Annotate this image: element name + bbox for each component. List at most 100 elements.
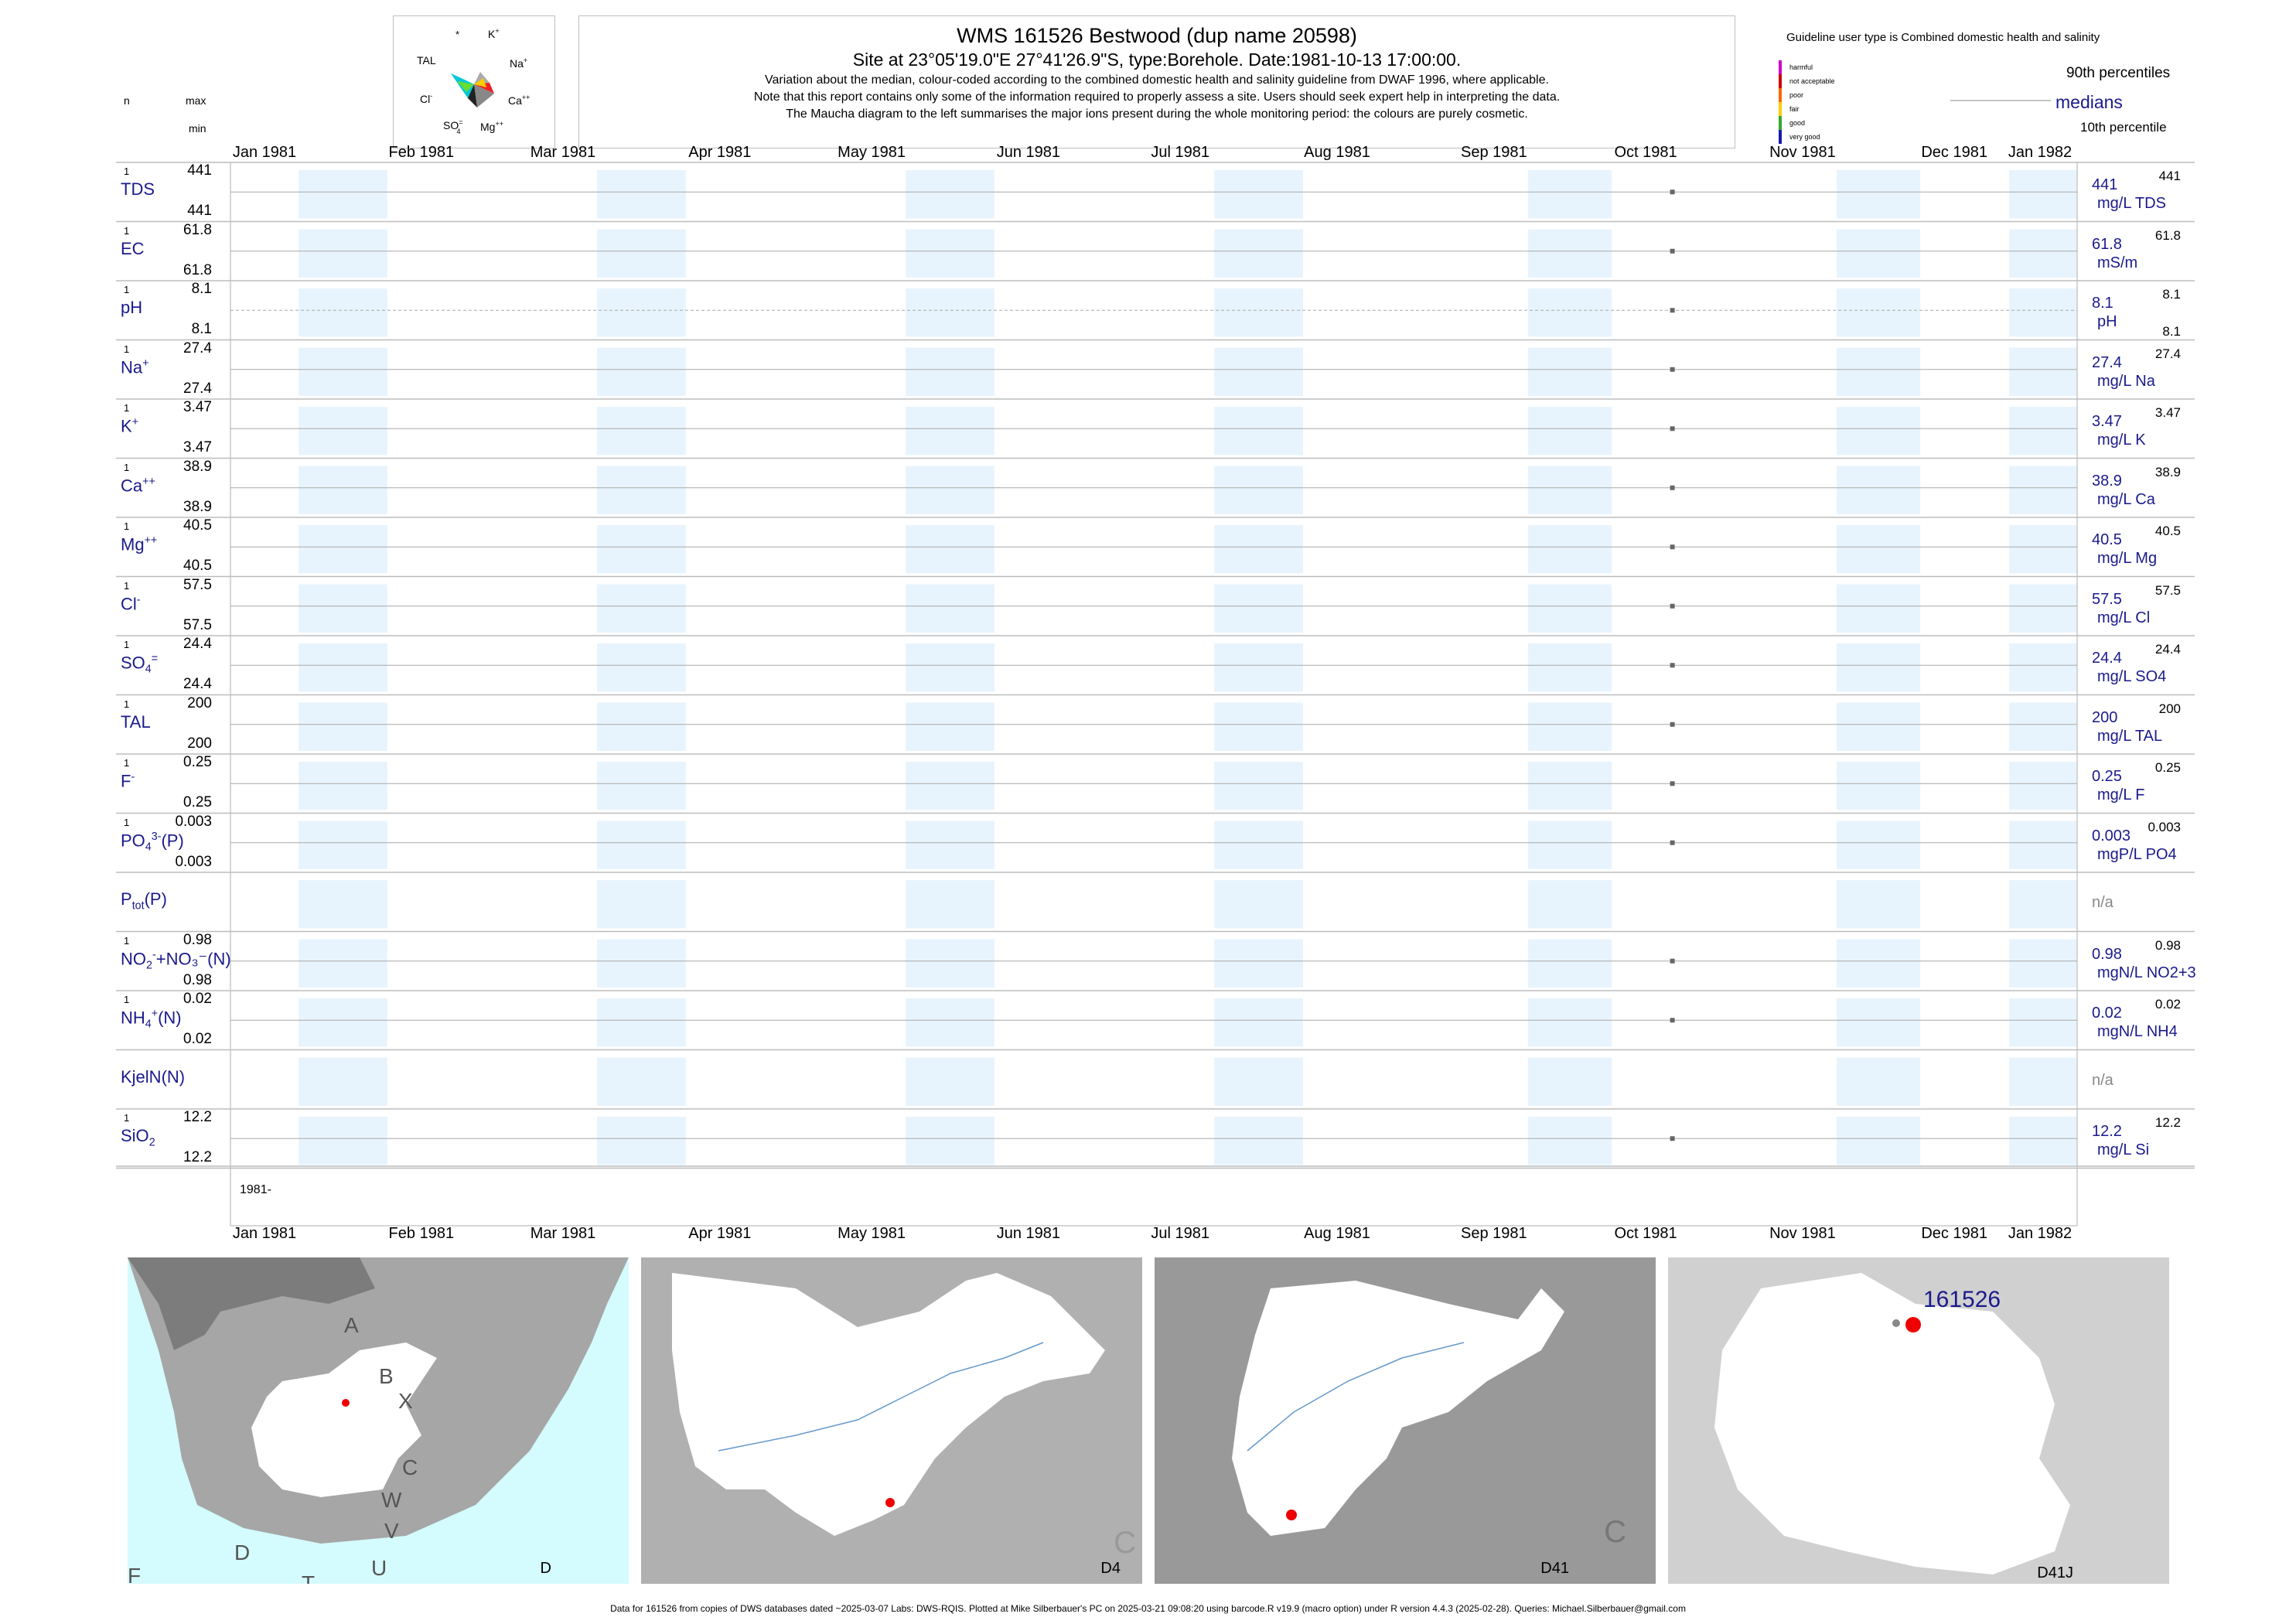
month-band: [2009, 702, 2077, 751]
month-band: [906, 1057, 994, 1106]
legend-10th-percentile: 10th percentile: [2080, 120, 2167, 135]
map-d41j-neighbour-site: [1892, 1319, 1900, 1327]
month-band: [597, 584, 686, 633]
month-band: [1527, 762, 1612, 810]
map-panel-d: ABXCWVUDFETGHJKLNQMPSR D: [128, 1257, 629, 1584]
row-median-kjelnn: n/a: [2092, 1071, 2113, 1089]
month-band: [1836, 702, 1921, 751]
month-band: [1836, 466, 1921, 514]
maucha-label-cl: Cl-: [420, 92, 432, 105]
row-n-nh: 1: [124, 994, 130, 1005]
map-d4-river: [718, 1342, 1044, 1452]
row-n-mg: 1: [124, 520, 130, 532]
maucha-label-mg: Mg++: [480, 120, 503, 133]
maucha-petal-mg: [474, 84, 494, 107]
month-band: [1527, 880, 1612, 929]
month-band: [906, 170, 994, 219]
row-max-cl: 57.5: [183, 576, 212, 593]
map-d-region-t: T: [302, 1571, 316, 1584]
row-p90-ca: 38.9: [2154, 464, 2181, 479]
month-band: [1836, 821, 1921, 869]
x-tick-bottom: Jul 1981: [1151, 1225, 1209, 1242]
x-tick-bottom: Mar 1981: [530, 1225, 596, 1242]
x-tick-bottom: Aug 1981: [1304, 1225, 1370, 1242]
x-tick-top: Jun 1981: [996, 144, 1061, 161]
month-band: [597, 347, 686, 396]
month-band: [299, 347, 387, 396]
legend-poor: poor: [1789, 91, 1804, 99]
timeseries-chart: [116, 162, 2195, 1227]
legend-harmful: harmful: [1789, 63, 1813, 71]
legend-fair: fair: [1789, 105, 1800, 113]
row-unit-cl: mg/L Cl: [2097, 609, 2151, 626]
row-min-nh: 0.02: [183, 1031, 212, 1047]
row-max-po: 0.003: [175, 813, 212, 830]
month-band: [1836, 939, 1921, 988]
month-band: [1527, 702, 1612, 751]
map-d-region-b: B: [379, 1364, 394, 1388]
x-tick-top: Feb 1981: [388, 144, 455, 161]
map-d-region-a: A: [344, 1313, 359, 1337]
map-d-site-marker: [342, 1399, 350, 1407]
month-band: [2009, 170, 2077, 219]
month-band: [2009, 407, 2077, 455]
month-band: [597, 466, 686, 514]
row-unit-po: mgP/L PO4: [2097, 845, 2177, 863]
month-band: [2009, 584, 2077, 633]
row-label-tal: TAL: [121, 711, 151, 732]
legend-90th-percentiles: 90th percentiles: [2066, 65, 2171, 81]
row-max-k: 3.47: [183, 399, 212, 415]
month-band: [1836, 643, 1921, 692]
maucha-petal-so4: [457, 81, 474, 92]
map-d41j-site-label: 161526: [1923, 1287, 2001, 1312]
row-label-na: Na+: [121, 357, 149, 377]
sample-point-k: [1670, 426, 1675, 432]
sample-point-ca: [1670, 485, 1675, 490]
row-min-ph: 8.1: [191, 321, 212, 337]
legend-medians: medians: [2055, 92, 2123, 112]
x-tick-top: Sep 1981: [1460, 144, 1527, 161]
row-max-ca: 38.9: [183, 458, 212, 475]
row-min-no: 0.98: [183, 971, 212, 988]
month-band: [1214, 466, 1304, 514]
legend-swatch-fair: [1779, 102, 1782, 116]
month-band: [906, 762, 994, 810]
x-tick-top: Aug 1981: [1304, 144, 1370, 161]
month-band: [299, 170, 387, 219]
month-band: [299, 407, 387, 455]
x-tick-bottom: Jan 1982: [2008, 1225, 2073, 1242]
month-band: [597, 939, 686, 988]
row-median-p: n/a: [2092, 894, 2113, 911]
row-median-po: 0.003: [2092, 827, 2131, 844]
row-n-sio: 1: [124, 1112, 130, 1124]
month-band: [1836, 584, 1921, 633]
row-unit-ca: mg/L Ca: [2097, 490, 2155, 508]
legend-swatch-very-good: [1779, 130, 1782, 144]
row-p90-mg: 40.5: [2154, 524, 2181, 538]
row-median-mg: 40.5: [2092, 531, 2122, 548]
maucha-petal-tal: [445, 70, 474, 84]
month-band: [1527, 466, 1612, 514]
row-unit-sio: mg/L Si: [2097, 1141, 2150, 1158]
map-d41j-svg: [1714, 1273, 2070, 1575]
maucha-label-tal: TAL: [417, 54, 436, 67]
map-d41-region-c: C: [1604, 1515, 1626, 1549]
map-d-region-c: C: [402, 1455, 418, 1479]
row-n-f: 1: [124, 757, 130, 769]
row-unit-na: mg/L Na: [2097, 372, 2155, 390]
x-tick-top: Jan 1981: [232, 144, 297, 161]
month-band: [597, 702, 686, 751]
map-d41-catchment: [1232, 1281, 1564, 1536]
row-label-so: SO4=: [121, 653, 159, 676]
month-band: [1214, 702, 1304, 751]
row-unit-tal: mg/L TAL: [2097, 727, 2163, 745]
month-band: [299, 821, 387, 869]
maucha-label-ca: Ca++: [508, 94, 530, 107]
month-band: [906, 584, 994, 633]
row-max-so: 24.4: [183, 636, 212, 652]
row-min-f: 0.25: [183, 794, 212, 810]
column-header-min: min: [189, 122, 206, 135]
row-p90-ph: 8.1: [2162, 287, 2181, 302]
month-band: [2009, 229, 2077, 278]
map-d41-svg: [1232, 1281, 1564, 1536]
